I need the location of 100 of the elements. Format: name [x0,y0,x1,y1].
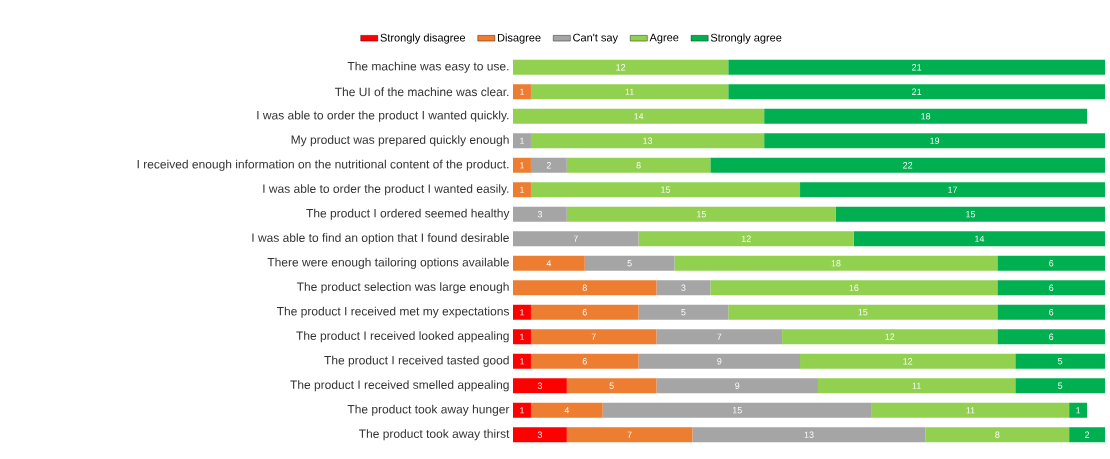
bar [530,304,639,320]
data-label: 19 [930,137,940,144]
y-tick-label: The product I received looked appealing [296,331,509,343]
data-label: 3 [537,211,543,218]
data-label: 9 [735,382,740,389]
bar [782,329,998,345]
bar [853,231,1105,247]
data-label: 3 [681,284,686,291]
data-label: 5 [681,309,686,316]
data-label: 6 [1049,284,1054,291]
bar [513,108,765,124]
bar [513,304,531,320]
data-label: 1 [1076,407,1081,414]
bar [800,353,1016,369]
data-label: 1 [520,88,525,95]
bar [871,402,1070,418]
bar [997,304,1105,320]
data-label: 15 [858,309,868,316]
bar [513,59,729,75]
bar [710,157,1105,173]
bar [513,182,531,198]
bar [728,304,998,320]
bar [530,182,801,198]
bar [513,157,531,173]
data-label: 4 [546,260,552,267]
bar [513,84,531,100]
data-label: 3 [537,382,543,389]
bar [602,402,872,418]
data-label: 15 [966,211,976,218]
data-label: 11 [966,407,975,414]
bar [1069,402,1088,418]
data-label: 21 [912,64,922,71]
bar [513,280,657,296]
bar [566,378,657,394]
data-label: 14 [975,235,985,242]
data-label: 13 [643,137,653,144]
data-label: 1 [520,186,525,193]
bar [638,353,801,369]
bar [530,402,603,418]
bar [513,353,531,369]
data-label: 12 [741,235,751,242]
data-label: 7 [717,333,722,340]
data-label: 7 [573,235,578,242]
bar [817,378,1016,394]
y-tick-label: The product I received smelled appealing [290,380,509,392]
data-label: 7 [591,333,596,340]
y-tick-label: The machine was easy to use. [347,61,509,73]
y-tick-label: I was able to order the product I wanted quickly. [257,110,509,122]
y-tick-label: I was able to order the product I wanted easily. [263,184,509,196]
y-tick-label: The product I received met my expectations [276,306,510,318]
bar [925,427,1070,443]
bar [710,280,998,296]
data-label: 14 [634,113,644,120]
bar [638,231,854,247]
legend-label: Agree [649,33,679,44]
data-label: 1 [520,358,525,365]
bar [656,378,818,394]
bar [513,206,567,222]
bar [530,353,639,369]
data-label: 13 [804,431,814,438]
data-label: 18 [921,113,931,120]
bar [764,133,1105,149]
data-label: 4 [564,407,570,414]
data-label: 12 [616,64,626,71]
data-label: 2 [1085,431,1090,438]
data-label: 16 [849,284,859,291]
data-label: 1 [520,407,525,414]
data-label: 5 [627,260,632,267]
bar [566,427,693,443]
y-tick-label: The product I ordered seemed healthy [306,208,510,220]
bar [800,182,1105,198]
bar [638,304,729,320]
bar [1015,353,1105,369]
y-tick-label: The UI of the machine was clear. [334,87,509,97]
y-tick-label: My product was prepared quickly enough [291,135,509,147]
data-label: 21 [912,88,922,95]
bar [530,84,729,100]
bar [513,133,531,149]
data-label: 1 [520,309,525,316]
data-label: 12 [903,358,913,365]
bar [656,280,711,296]
bar [513,402,531,418]
data-label: 1 [520,162,525,169]
bar [997,280,1105,296]
bar [513,231,639,247]
legend-label: Can't say [573,33,619,44]
bar [997,329,1105,345]
legend-label: Strongly disagree [380,33,466,44]
data-label: 1 [520,137,525,144]
data-label: 3 [537,431,543,438]
data-label: 6 [1049,333,1054,340]
bar [728,59,1105,75]
y-tick-label: I received enough information on the nutritional content of the product. [137,159,509,171]
bar [997,255,1105,271]
bar [1015,378,1105,394]
data-label: 15 [732,407,742,414]
bar [530,329,657,345]
legend-label: Strongly agree [710,33,782,44]
data-label: 17 [948,186,958,193]
data-label: 6 [582,358,587,365]
